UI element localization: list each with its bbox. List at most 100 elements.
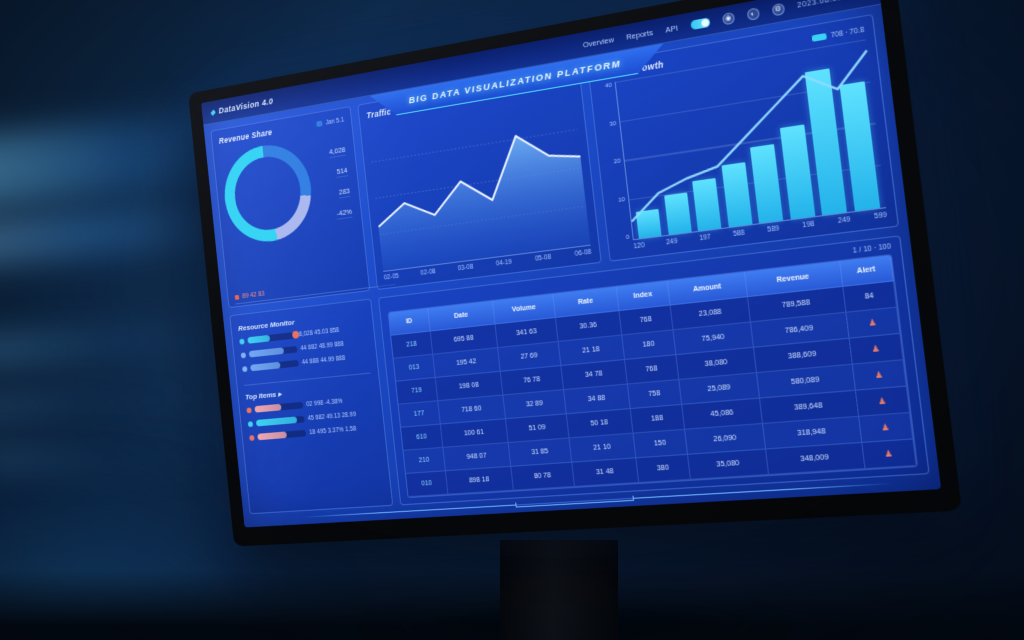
- nav-links: Overview Reports API: [582, 23, 678, 49]
- legend-swatch: [811, 33, 827, 42]
- x-tick-label: 197: [698, 233, 712, 243]
- table-cell: ♟: [861, 439, 917, 470]
- progress-fill: [257, 431, 287, 441]
- x-tick-label: 588: [732, 229, 746, 239]
- grid-icon[interactable]: ◐: [746, 6, 760, 21]
- donut-footnote-text: 89 42 83: [241, 290, 265, 300]
- y-tick-label: 20: [613, 158, 621, 166]
- x-tick-label: 04-19: [495, 258, 513, 268]
- table-cell: 898 18: [446, 466, 514, 495]
- progress-fill: [255, 416, 297, 427]
- progress-track: [248, 345, 298, 358]
- progress-value: 45 882 49.13 28.99: [307, 411, 357, 423]
- alert-person-icon[interactable]: ♟: [883, 448, 894, 459]
- combo-plot-wrap: 120 249 197 588 589 198 249 599: [615, 39, 888, 250]
- nav-item-reports[interactable]: Reports: [625, 27, 654, 42]
- donut-body: 4,028 514 283 -42%: [220, 132, 356, 248]
- progress-track: [254, 401, 304, 413]
- theme-toggle[interactable]: [689, 16, 710, 30]
- donut-chart: [220, 138, 317, 248]
- x-tick-label: 198: [801, 220, 816, 230]
- user-icon[interactable]: ◉: [721, 11, 735, 25]
- progress-marker-icon: [291, 330, 300, 339]
- progress-value: 18 495 3.37% 1.58: [308, 425, 357, 437]
- donut-stat-value: -42%: [336, 206, 353, 220]
- combo-legend-label: 708 · 70.8: [830, 25, 865, 40]
- donut-legend: Jan 5.1: [315, 116, 345, 128]
- nav-item-api[interactable]: API: [664, 22, 679, 35]
- table-cell: 150: [633, 429, 689, 459]
- progress-value: 44 888 44.99 888: [301, 355, 346, 367]
- progress-value: 02 998 -4.38%: [306, 398, 343, 409]
- y-tick-label: 0: [625, 234, 630, 242]
- alert-person-icon[interactable]: ♟: [870, 343, 881, 354]
- alert-person-icon[interactable]: ♟: [877, 395, 887, 406]
- monitor: ◆ DataVision 4.0 Overview Reports API ◉ ◐ …: [188, 0, 962, 547]
- alert-person-icon[interactable]: ♟: [880, 421, 891, 433]
- progress-row: 18 495 3.37% 1.58: [249, 424, 377, 441]
- monitor-bezel: ◆ DataVision 4.0 Overview Reports API ◉ ◐ …: [188, 0, 962, 547]
- progress-value: 44 882 48.99 888: [300, 340, 345, 353]
- table-cell: 210: [403, 447, 447, 474]
- alert-person-icon[interactable]: ♟: [867, 316, 878, 328]
- table-cell: 177: [398, 401, 442, 428]
- table-cell: 010: [405, 471, 449, 498]
- x-tick-label: 249: [837, 216, 851, 226]
- progress-fill: [250, 361, 281, 372]
- monitor-stand: [500, 540, 618, 640]
- light-streak: [0, 448, 230, 472]
- x-tick-label: 06-08: [574, 248, 592, 258]
- data-table: ID Date Volume Rate Index Amount Revenue Alert 2…: [387, 253, 919, 499]
- table-cell: 35,080: [688, 449, 770, 480]
- progress-dot-icon: [239, 338, 245, 345]
- progress-group: Top Items ▸ 02 998 -4.38% 45 882 49.13 28.…: [245, 378, 378, 448]
- table-cell: 80 78: [511, 462, 576, 491]
- nav-item-overview[interactable]: Overview: [582, 34, 615, 50]
- table-cell: ♟: [858, 412, 914, 443]
- x-tick-label: 589: [767, 224, 780, 234]
- table-cell: 380: [636, 454, 692, 483]
- y-tick-label: 10: [617, 196, 626, 204]
- x-tick-label: 249: [665, 237, 678, 247]
- progress-fill: [248, 347, 284, 358]
- progress-fill: [254, 403, 282, 413]
- progress-dot-icon: [246, 406, 252, 413]
- dashboard-screen: ◆ DataVision 4.0 Overview Reports API ◉ ◐ …: [201, 0, 942, 528]
- progress-dot-icon: [249, 434, 255, 441]
- table-cell: 348,009: [766, 442, 866, 475]
- alert-person-icon[interactable]: ♟: [874, 369, 884, 380]
- donut-stat-value: 283: [338, 185, 351, 198]
- y-tick-label: 40: [604, 82, 613, 90]
- app-title: DataVision 4.0: [218, 96, 274, 116]
- donut-footnote: 89 42 83: [234, 283, 396, 305]
- table-cell: 31 48: [572, 458, 639, 487]
- x-tick-label: 599: [873, 211, 888, 221]
- table-cell: ♟: [852, 360, 907, 391]
- donut-chart-panel: Revenue Share Jan 5.1 4,028 514 283 -42%: [210, 106, 396, 309]
- datetime-display: 2023.08.08 17:06: [797, 0, 869, 9]
- x-tick-label: 05-08: [534, 253, 552, 263]
- progress-group: Resource Monitor 8,028 45.03 858 44 882 48…: [237, 307, 370, 379]
- table-cell: 610: [401, 424, 444, 451]
- light-streak: [0, 385, 211, 421]
- progress-track: [250, 359, 299, 372]
- progress-dot-icon: [242, 365, 248, 372]
- legend-swatch: [315, 120, 323, 128]
- gear-icon[interactable]: ⚙: [771, 2, 785, 16]
- donut-stat-value: 4,028: [328, 144, 346, 158]
- progress-track: [247, 330, 300, 344]
- x-tick-label: 02-08: [420, 268, 437, 277]
- donut-panel-title: Revenue Share: [218, 127, 273, 146]
- app-logo: ◆ DataVision 4.0: [210, 96, 274, 117]
- light-streak: [0, 320, 231, 366]
- donut-legend-label: Jan 5.1: [325, 116, 345, 127]
- donut-stats: 4,028 514 283 -42%: [312, 144, 354, 221]
- area-chart: [367, 91, 591, 272]
- progress-panel: Resource Monitor 8,028 45.03 858 44 882 48…: [229, 298, 394, 515]
- logo-icon: ◆: [209, 107, 216, 117]
- table-cell: ♟: [855, 386, 911, 417]
- y-tick-label: 30: [609, 120, 617, 128]
- donut-stat-value: 514: [336, 165, 349, 178]
- progress-dot-icon: [240, 351, 247, 358]
- x-tick-label: 120: [633, 241, 646, 251]
